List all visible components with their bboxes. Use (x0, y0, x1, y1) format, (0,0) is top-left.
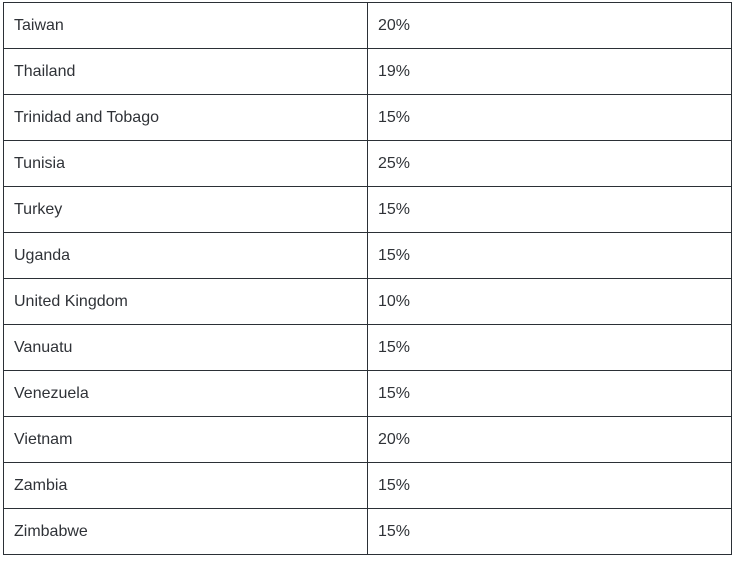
table-row: Thailand 19% (3, 48, 732, 95)
country-cell: Zimbabwe (3, 508, 368, 555)
table-row: Tunisia 25% (3, 140, 732, 187)
country-cell: Taiwan (3, 2, 368, 49)
table-row: Trinidad and Tobago 15% (3, 94, 732, 141)
table-row: Uganda 15% (3, 232, 732, 279)
country-cell: Uganda (3, 232, 368, 279)
country-cell: Venezuela (3, 370, 368, 417)
rate-cell: 15% (367, 370, 732, 417)
rate-cell: 15% (367, 186, 732, 233)
country-cell: Vanuatu (3, 324, 368, 371)
rate-cell: 20% (367, 2, 732, 49)
rate-cell: 15% (367, 94, 732, 141)
rate-cell: 15% (367, 508, 732, 555)
table-row: Turkey 15% (3, 186, 732, 233)
rate-cell: 19% (367, 48, 732, 95)
rate-cell: 15% (367, 462, 732, 509)
country-cell: Tunisia (3, 140, 368, 187)
country-cell: United Kingdom (3, 278, 368, 325)
table-row: Zimbabwe 15% (3, 508, 732, 555)
table-row: Taiwan 20% (3, 2, 732, 49)
rate-cell: 15% (367, 232, 732, 279)
table-row: Vanuatu 15% (3, 324, 732, 371)
country-cell: Vietnam (3, 416, 368, 463)
country-cell: Zambia (3, 462, 368, 509)
table-row: Vietnam 20% (3, 416, 732, 463)
table-row: United Kingdom 10% (3, 278, 732, 325)
country-cell: Turkey (3, 186, 368, 233)
country-cell: Trinidad and Tobago (3, 94, 368, 141)
rate-cell: 20% (367, 416, 732, 463)
rate-cell: 10% (367, 278, 732, 325)
country-cell: Thailand (3, 48, 368, 95)
rate-cell: 25% (367, 140, 732, 187)
table-row: Venezuela 15% (3, 370, 732, 417)
table-body: Taiwan 20% Thailand 19% Trinidad and Tobago 1… (3, 2, 732, 555)
table-row: Zambia 15% (3, 462, 732, 509)
rate-cell: 15% (367, 324, 732, 371)
country-rate-table: Taiwan 20% Thailand 19% Trinidad and Tobago 1… (3, 2, 732, 555)
